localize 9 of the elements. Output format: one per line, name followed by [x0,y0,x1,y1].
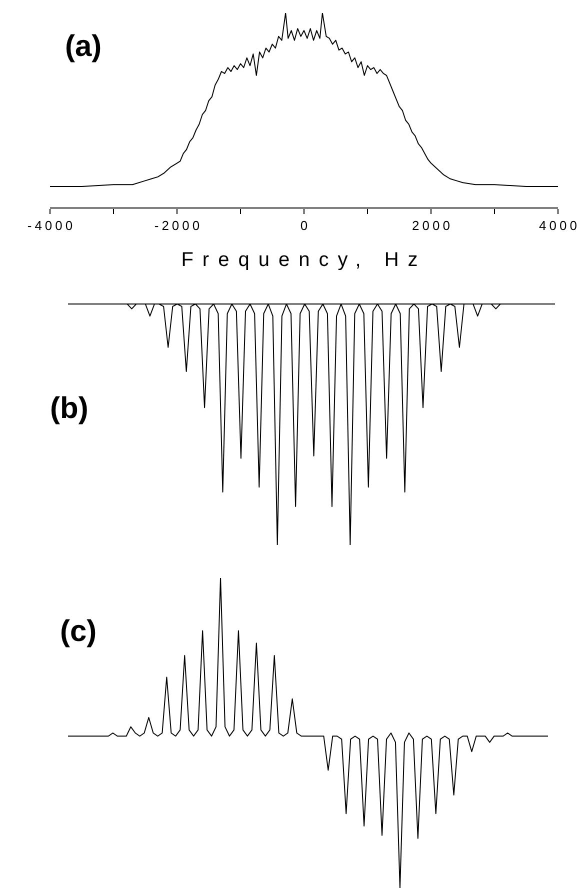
x-tick-label: 4000 [539,218,580,233]
x-axis-title: Frequency, Hz [181,249,427,271]
x-tick-label: -2000 [154,218,203,233]
x-tick-label: 2000 [412,218,453,233]
x-tick-label: -4000 [27,218,76,233]
text: (a) [65,30,102,64]
text: (c) [60,615,97,649]
text: (b) [50,392,88,426]
x-tick-label: 0 [300,218,311,233]
